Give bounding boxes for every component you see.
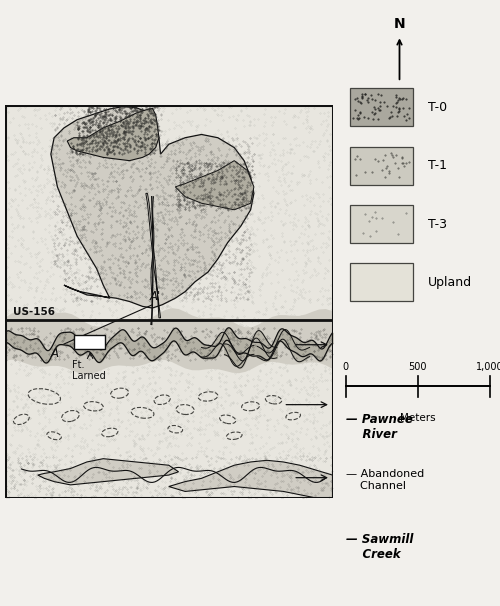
FancyBboxPatch shape (350, 147, 413, 185)
FancyBboxPatch shape (350, 88, 413, 126)
Text: T-3: T-3 (428, 218, 447, 230)
Text: 0: 0 (342, 362, 348, 371)
Text: US-156: US-156 (13, 307, 55, 317)
Text: A: A (51, 347, 59, 360)
Text: — Sawmill
    Creek: — Sawmill Creek (346, 533, 413, 561)
Polygon shape (67, 108, 159, 161)
Polygon shape (176, 161, 254, 210)
Text: T-1: T-1 (428, 159, 447, 172)
Text: Ft.
Larned: Ft. Larned (72, 360, 106, 381)
Text: T-0: T-0 (428, 101, 447, 113)
Polygon shape (38, 459, 178, 485)
FancyBboxPatch shape (350, 264, 413, 302)
FancyBboxPatch shape (350, 205, 413, 243)
Bar (74, 335, 105, 349)
Text: 1,000: 1,000 (476, 362, 500, 371)
Polygon shape (169, 461, 332, 498)
Text: 500: 500 (408, 362, 427, 371)
Polygon shape (51, 107, 254, 308)
Text: — Pawnee
    River: — Pawnee River (346, 413, 412, 441)
Text: N: N (394, 18, 406, 32)
Polygon shape (5, 308, 332, 375)
Text: Upland: Upland (428, 276, 472, 289)
Polygon shape (146, 193, 160, 318)
Text: A': A' (150, 290, 162, 303)
Text: Meters: Meters (400, 413, 436, 422)
Text: — Abandoned
    Channel: — Abandoned Channel (346, 469, 424, 491)
